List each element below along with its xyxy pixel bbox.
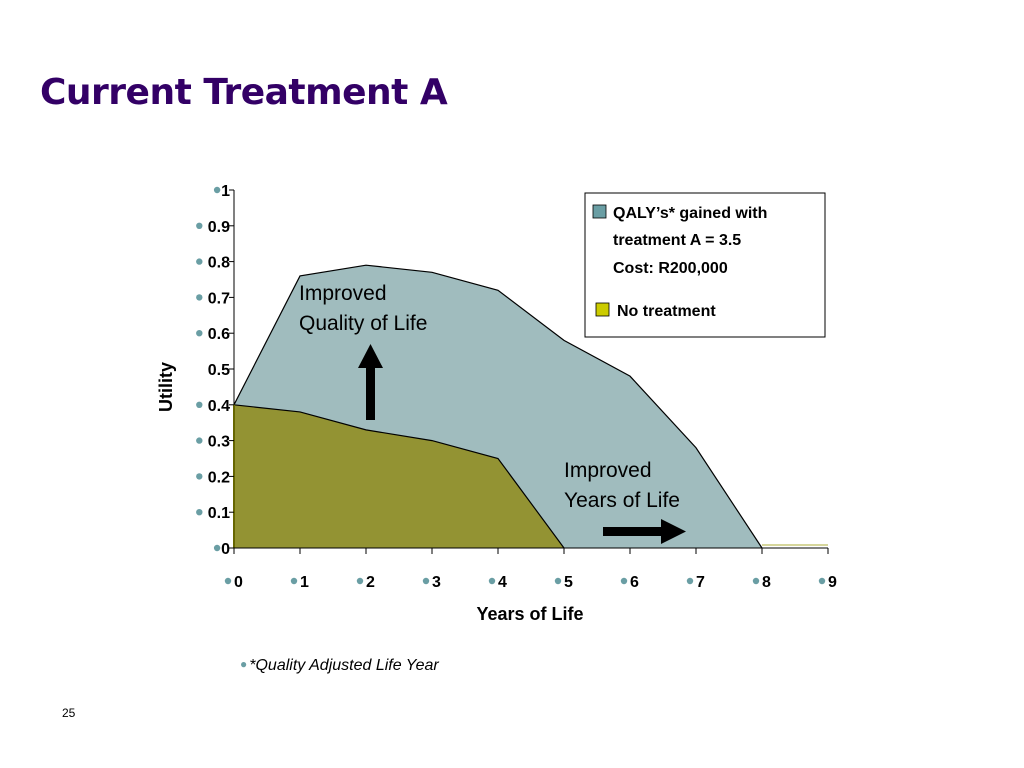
page-number: 25 — [62, 706, 76, 720]
y-axis-label: Utility — [156, 362, 176, 412]
footnote: ● *Quality Adjusted Life Year — [240, 657, 439, 675]
x-tick-dot-icon — [290, 577, 298, 585]
legend-swatch-no-treatment — [595, 302, 610, 317]
y-tick-label: 0 — [221, 541, 230, 558]
x-tick-label: 2 — [366, 574, 375, 591]
legend-no-treatment: No treatment — [617, 303, 716, 320]
annotation-years-line1: Improved — [564, 459, 652, 482]
y-tick-dot-icon — [213, 186, 221, 194]
y-tick-dot-icon — [196, 437, 203, 444]
x-tick-dot-icon — [752, 577, 760, 585]
y-tick-label: 0.5 — [208, 362, 230, 379]
area-series-1 — [234, 404, 564, 548]
bullet-dot-icon: ● — [240, 657, 248, 671]
up-arrow-icon — [358, 344, 383, 420]
x-tick-label: 3 — [432, 574, 441, 591]
x-axis-label: Years of Life — [476, 604, 583, 624]
y-tick-label: 0.3 — [208, 434, 230, 451]
annotation-quality-line1: Improved — [299, 282, 387, 305]
x-tick-dot-icon — [686, 577, 694, 585]
x-tick-label: 5 — [564, 574, 573, 591]
y-tick-label: 0.8 — [208, 255, 230, 272]
footnote-text: *Quality Adjusted Life Year — [249, 657, 439, 674]
y-tick-label: 0.1 — [208, 505, 230, 522]
x-tick-dot-icon — [356, 577, 364, 585]
y-tick-dot-icon — [196, 330, 203, 337]
legend-treatment-line1: QALY’s* gained with — [613, 205, 767, 222]
y-tick-dot-icon — [196, 294, 203, 301]
x-tick-label: 6 — [630, 574, 639, 591]
x-tick-label: 1 — [300, 574, 309, 591]
x-tick-dot-icon — [422, 577, 430, 585]
legend: QALY’s* gained with treatment A = 3.5 Co… — [584, 192, 826, 338]
y-tick-label: 0.9 — [208, 219, 230, 236]
y-tick-dot-icon — [196, 258, 203, 265]
x-tick-label: 7 — [696, 574, 705, 591]
x-tick-dot-icon — [620, 577, 628, 585]
x-tick-label: 9 — [828, 574, 837, 591]
x-tick-label: 4 — [498, 574, 507, 591]
y-tick-dot-icon — [196, 473, 203, 480]
annotation-years-line2: Years of Life — [564, 489, 680, 512]
x-tick-label: 0 — [234, 574, 243, 591]
right-arrow-icon — [603, 519, 686, 544]
annotation-quality-line2: Quality of Life — [299, 312, 427, 335]
y-tick-dot-icon — [196, 509, 203, 516]
x-tick-dot-icon — [554, 577, 562, 585]
x-tick-dot-icon — [818, 577, 826, 585]
y-tick-label: 0.7 — [208, 290, 230, 307]
y-tick-label: 0.2 — [208, 469, 230, 486]
legend-treatment-line2: treatment A = 3.5 — [613, 232, 741, 249]
legend-box — [584, 192, 826, 338]
x-axis-ticks: 0 1 2 3 4 5 6 7 8 9 — [224, 548, 837, 591]
slide-title: Current Treatment A — [40, 72, 448, 113]
x-tick-label: 8 — [762, 574, 771, 591]
x-tick-dot-icon — [224, 577, 232, 585]
y-axis-ticks: 0 0.1 0.2 0.3 0.4 0.5 0.6 0.7 0.8 0.9 1 — [196, 183, 234, 558]
legend-treatment-line3: Cost: R200,000 — [613, 260, 728, 277]
y-tick-label: 0.6 — [208, 326, 230, 343]
y-tick-label: 0.4 — [208, 398, 230, 415]
y-tick-label: 1 — [221, 183, 230, 200]
line-series-0 — [233, 264, 763, 549]
line-series-1 — [233, 404, 565, 549]
y-tick-dot-icon — [196, 222, 203, 229]
x-tick-dot-icon — [488, 577, 496, 585]
legend-swatch-treatment — [592, 204, 607, 219]
y-tick-dot-icon — [196, 401, 203, 408]
y-tick-dot-icon — [213, 544, 221, 552]
chart-areas — [233, 264, 828, 549]
